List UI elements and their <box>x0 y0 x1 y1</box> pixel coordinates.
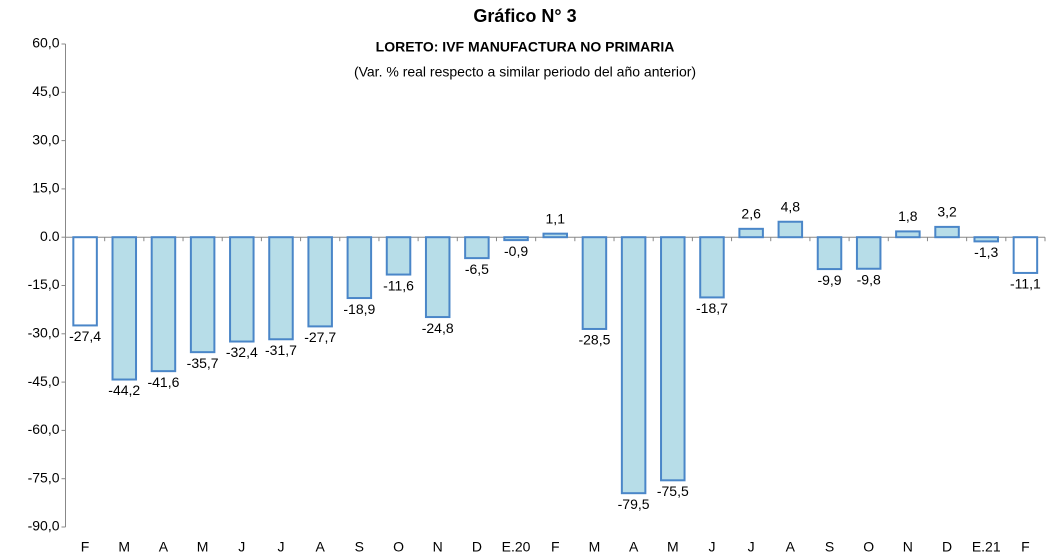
bar <box>268 236 294 341</box>
bar <box>72 236 98 327</box>
data-label: -6,5 <box>465 261 489 277</box>
chart-subtitle: LORETO: IVF MANUFACTURA NO PRIMARIA <box>376 39 675 55</box>
x-tick-label: D <box>942 539 952 555</box>
data-label: -11,6 <box>383 277 414 293</box>
x-tick-label: A <box>159 539 169 555</box>
data-label: -18,7 <box>696 300 728 316</box>
data-label: -27,4 <box>69 328 101 344</box>
data-label: 1,8 <box>898 208 918 224</box>
x-tick-label: E.20 <box>502 539 531 555</box>
x-tick-label: F <box>81 539 90 555</box>
y-tick-label: -75,0 <box>28 469 60 485</box>
bar <box>1012 236 1039 274</box>
bar <box>346 236 373 300</box>
x-tick-label: F <box>551 539 560 555</box>
y-tick-label: -90,0 <box>28 518 60 534</box>
data-label: -28,5 <box>578 332 610 348</box>
y-tick-label: 30,0 <box>32 131 59 147</box>
bar <box>895 230 921 239</box>
x-tick-label: J <box>277 539 284 555</box>
bar <box>620 236 647 495</box>
x-tick-label: M <box>589 539 601 555</box>
x-tick-label: E.21 <box>972 539 1001 555</box>
bar <box>150 236 177 373</box>
data-label: -1,3 <box>974 244 998 260</box>
bar <box>229 236 255 343</box>
bar <box>581 236 608 330</box>
x-tick-label: J <box>708 539 715 555</box>
y-tick-label: -30,0 <box>28 325 60 341</box>
bar <box>738 227 764 239</box>
bar <box>855 236 882 270</box>
x-tick-label: F <box>1021 539 1030 555</box>
data-label: -0,9 <box>504 243 528 259</box>
data-label: 2,6 <box>741 206 761 222</box>
data-label: -27,7 <box>304 329 336 345</box>
bar <box>542 232 569 239</box>
data-label: -31,7 <box>265 342 297 358</box>
bar <box>934 225 960 239</box>
data-label: -18,9 <box>343 301 375 317</box>
x-tick-label: N <box>903 539 913 555</box>
x-tick-label: N <box>433 539 443 555</box>
data-label: -9,8 <box>857 271 881 287</box>
y-tick-label: -45,0 <box>28 373 60 389</box>
chart-note: (Var. % real respecto a similar periodo … <box>354 64 696 80</box>
bar <box>699 236 725 299</box>
y-tick-label: 45,0 <box>32 83 59 99</box>
data-label: -9,9 <box>817 272 841 288</box>
data-label: 3,2 <box>937 204 957 220</box>
x-tick-label: J <box>238 539 245 555</box>
data-label: -75,5 <box>657 483 689 499</box>
data-label: 4,8 <box>781 198 801 214</box>
y-tick-label: 0.0 <box>40 228 60 244</box>
bar <box>973 236 999 243</box>
x-tick-label: S <box>825 539 834 555</box>
data-label: -24,8 <box>422 320 454 336</box>
x-tick-label: M <box>667 539 679 555</box>
y-tick-label: -60,0 <box>28 421 60 437</box>
data-label: -11,1 <box>1010 276 1041 292</box>
x-tick-label: A <box>315 539 325 555</box>
y-tick-label: 60,0 <box>32 35 59 51</box>
bar <box>777 220 804 239</box>
data-label: -41,6 <box>147 374 179 390</box>
bar <box>307 236 333 328</box>
y-tick-label: 15,0 <box>32 180 59 196</box>
bar <box>111 236 138 381</box>
bar <box>464 236 490 260</box>
x-tick-label: O <box>393 539 404 555</box>
data-label: -32,4 <box>226 344 258 360</box>
y-tick-label: -15,0 <box>28 276 60 292</box>
data-label: -44,2 <box>108 382 140 398</box>
x-tick-label: A <box>629 539 639 555</box>
chart-title: Gráfico N° 3 <box>473 6 576 26</box>
x-tick-label: J <box>748 539 755 555</box>
bar <box>503 236 529 242</box>
bar <box>385 236 412 276</box>
x-tick-label: A <box>786 539 796 555</box>
x-tick-label: D <box>472 539 482 555</box>
bar <box>424 236 451 319</box>
data-label: -79,5 <box>618 496 650 512</box>
bar <box>816 236 843 271</box>
data-label: -35,7 <box>187 355 219 371</box>
x-tick-label: M <box>197 539 209 555</box>
data-label: 1,1 <box>546 210 566 226</box>
x-tick-label: S <box>355 539 364 555</box>
x-tick-label: O <box>863 539 874 555</box>
x-tick-label: M <box>118 539 130 555</box>
bar <box>660 236 686 482</box>
bar <box>189 236 216 354</box>
